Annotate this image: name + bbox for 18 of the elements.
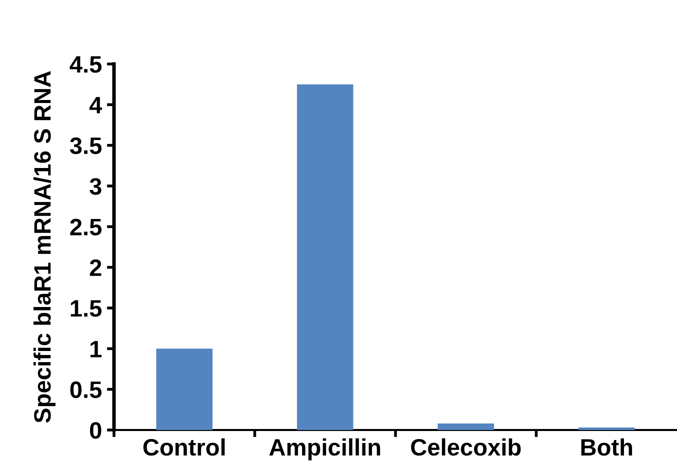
y-tick-label: 4 [89, 96, 102, 114]
y-axis-title: Specific blaR1 mRNA/16 S RNA [33, 71, 56, 423]
y-tick-label: 4.5 [70, 56, 102, 73]
y-tick-label: 0 [90, 422, 102, 439]
y-tick-label: 1.5 [70, 300, 102, 317]
y-tick-label: 1 [90, 340, 102, 358]
x-tick-label: Control [143, 438, 225, 456]
bar [296, 84, 354, 430]
y-tick-label: 3 [90, 178, 102, 195]
x-tick-label: Celecoxib [411, 438, 521, 456]
y-tick-label: 3.5 [70, 137, 102, 154]
x-tick-label: Both [581, 438, 632, 456]
y-tick-label: 0.5 [70, 381, 102, 398]
y-tick-label: 2.5 [70, 218, 102, 236]
bar [438, 423, 494, 430]
x-tick-label: Ampicillin [269, 438, 380, 460]
bar [156, 348, 213, 430]
y-tick-label: 2 [90, 259, 102, 276]
